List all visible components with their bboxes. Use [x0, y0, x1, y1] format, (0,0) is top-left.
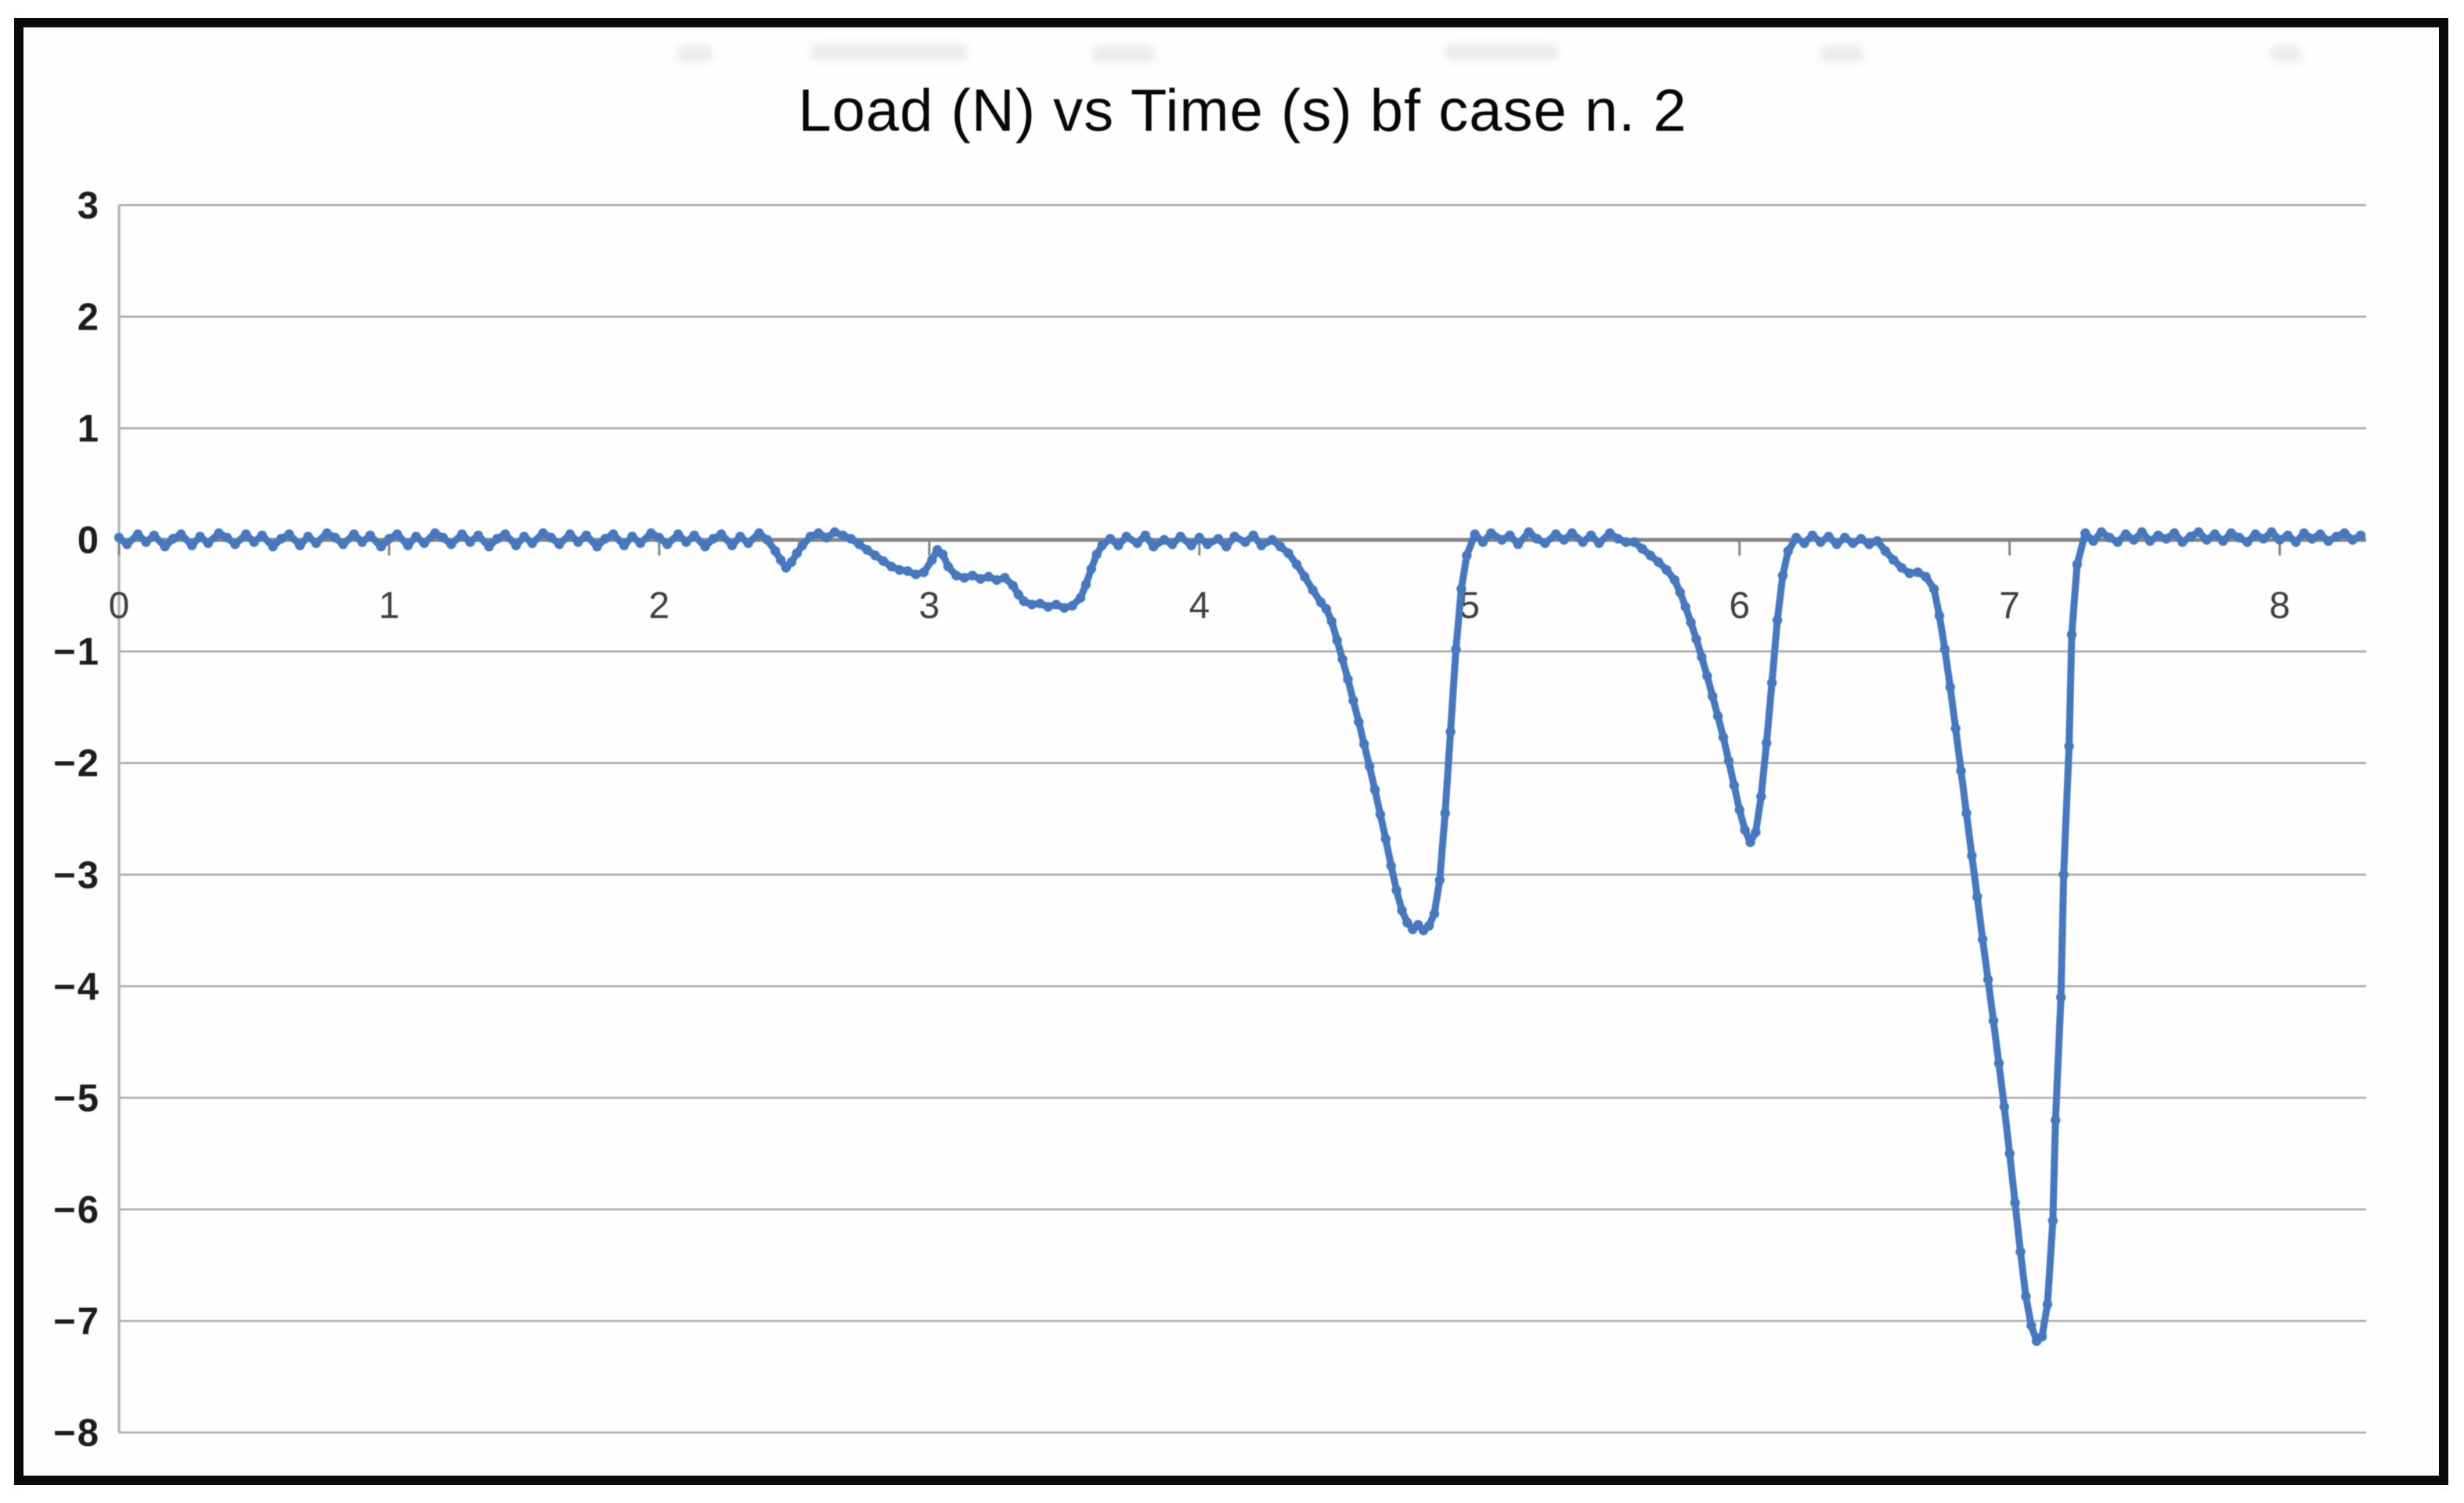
svg-text:3: 3 — [78, 185, 100, 227]
svg-text:2: 2 — [78, 297, 100, 339]
chart-title: Load (N) vs Time (s) bf case n. 2 — [798, 77, 1687, 144]
cropped-text-artifact — [2271, 45, 2302, 63]
svg-text:−7: −7 — [53, 1300, 100, 1343]
svg-text:0: 0 — [78, 520, 100, 562]
svg-text:−5: −5 — [53, 1077, 100, 1119]
y-axis-labels: 3 2 1 0 −1 −2 −3 −4 −5 −6 −7 −8 — [53, 185, 100, 1454]
load-series-markers — [114, 527, 2366, 1346]
cropped-text-artifact — [677, 45, 713, 63]
chart-outer-border — [14, 18, 2448, 1485]
cropped-text-artifact — [1820, 45, 1863, 63]
cropped-text-artifact — [810, 44, 967, 61]
svg-text:1: 1 — [78, 408, 100, 450]
svg-text:2: 2 — [649, 586, 670, 627]
svg-text:−3: −3 — [53, 854, 100, 896]
svg-text:−8: −8 — [53, 1412, 100, 1454]
svg-text:0: 0 — [109, 586, 130, 627]
svg-text:7: 7 — [1999, 586, 2020, 627]
svg-text:8: 8 — [2269, 586, 2290, 627]
svg-text:6: 6 — [1729, 586, 1750, 627]
svg-text:−4: −4 — [53, 966, 100, 1008]
load-series-line — [115, 528, 2365, 1345]
svg-text:−6: −6 — [53, 1189, 100, 1231]
svg-text:−1: −1 — [53, 631, 100, 673]
svg-text:−2: −2 — [53, 743, 100, 785]
svg-text:1: 1 — [379, 586, 400, 627]
svg-text:4: 4 — [1189, 586, 1210, 627]
cropped-text-artifact — [1092, 45, 1155, 63]
cropped-text-artifact — [1445, 44, 1558, 61]
horizontal-gridlines — [119, 204, 2366, 1434]
svg-text:3: 3 — [919, 586, 940, 627]
